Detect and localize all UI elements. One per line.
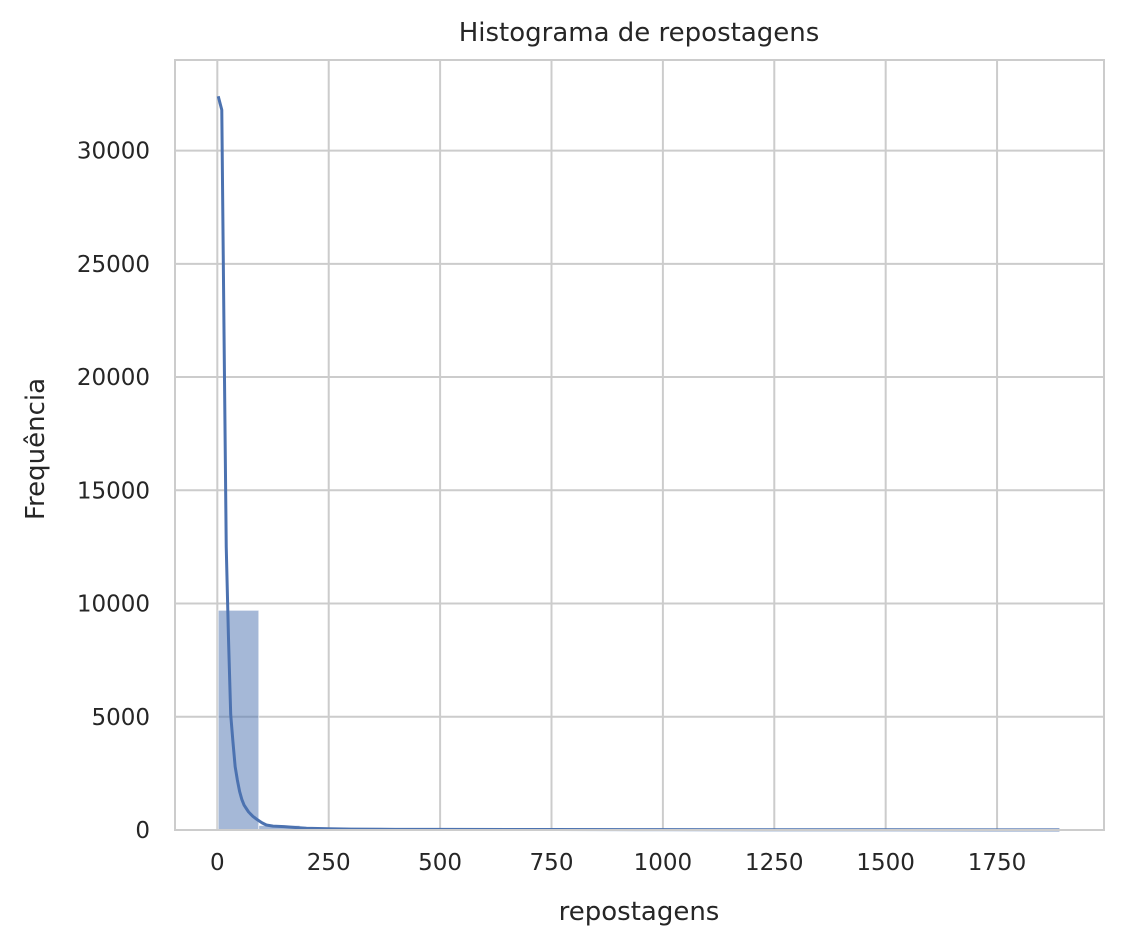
plot-frame <box>174 59 1105 831</box>
x-tick-label-6: 1500 <box>856 850 915 876</box>
x-tick-label-5: 1250 <box>745 850 804 876</box>
histogram-bar-0 <box>217 609 260 831</box>
y-axis-label: Frequência <box>21 378 51 520</box>
y-tick-label-5: 25000 <box>77 252 150 278</box>
x-tick-label-2: 500 <box>418 850 462 876</box>
y-tick-label-0: 0 <box>135 818 150 844</box>
x-tick-label-3: 750 <box>530 850 574 876</box>
kde-curve-layer <box>216 95 1060 832</box>
y-tick-label-3: 15000 <box>77 478 150 504</box>
x-tick-label-4: 1000 <box>634 850 693 876</box>
y-tick-labels: 0 5000 10000 15000 20000 25000 30000 <box>77 139 150 844</box>
chart-title: Histograma de repostagens <box>459 18 820 48</box>
x-axis-label: repostagens <box>559 897 720 927</box>
y-tick-label-1: 5000 <box>91 705 150 731</box>
x-tick-label-7: 1750 <box>968 850 1027 876</box>
x-tick-label-1: 250 <box>307 850 351 876</box>
y-tick-label-2: 10000 <box>77 592 150 618</box>
y-tick-label-4: 20000 <box>77 365 150 391</box>
kde-line <box>216 95 1060 832</box>
histogram-bars <box>217 609 1060 831</box>
grid-lines <box>175 60 1104 831</box>
y-tick-label-6: 30000 <box>77 139 150 165</box>
x-tick-labels: 0 250 500 750 1000 1250 1500 1750 <box>210 850 1026 876</box>
x-tick-label-0: 0 <box>210 850 225 876</box>
